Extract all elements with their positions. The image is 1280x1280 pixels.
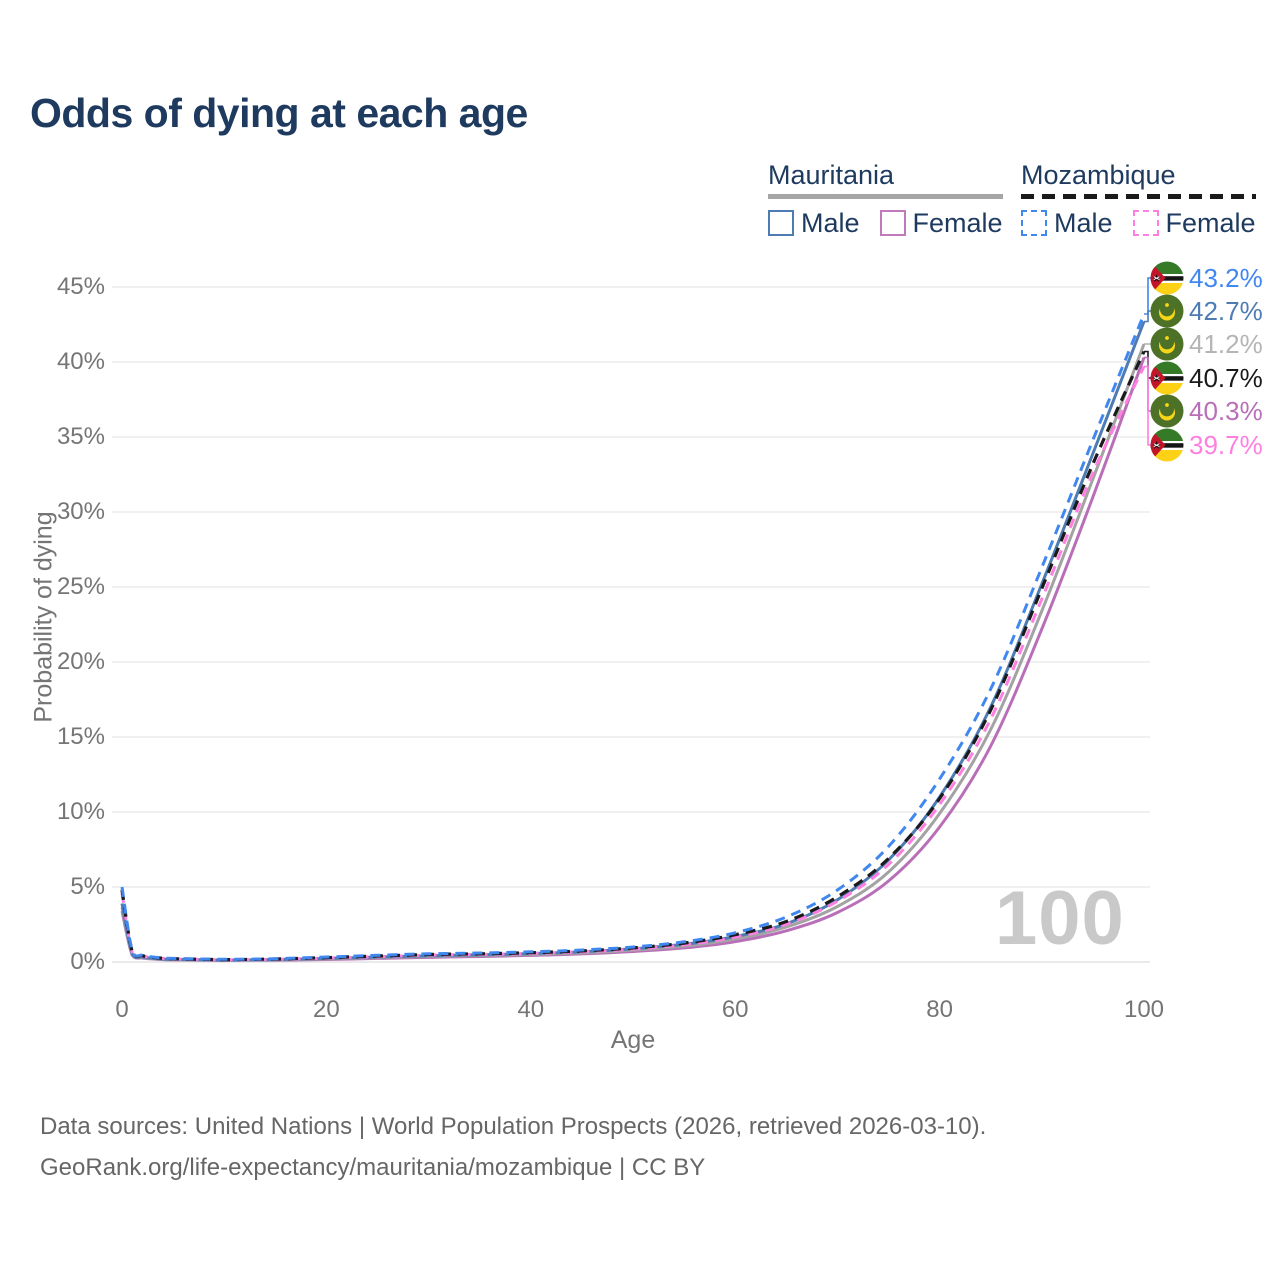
x-tick-label: 60 <box>721 996 749 1023</box>
mauritania-flag-icon <box>1150 294 1184 328</box>
legend-group-mozambique: Mozambique Male Female <box>1021 160 1256 239</box>
end-value-label: 41.2% <box>1189 328 1263 359</box>
y-tick-label: 35% <box>56 423 105 450</box>
mauritania-female-swatch-icon <box>879 210 906 236</box>
end-value-label: 43.2% <box>1189 262 1263 293</box>
x-axis-title: Age <box>610 1026 656 1054</box>
x-tick-label: 80 <box>926 996 953 1023</box>
y-tick-label: 15% <box>56 723 105 750</box>
end-label-row: ★ 39.7% <box>1150 428 1263 462</box>
mauritania-line-style-sample <box>768 194 1003 199</box>
y-tick-label: 5% <box>70 873 105 900</box>
series-line-mauritania-male <box>120 320 1146 962</box>
end-label-row: 42.7% <box>1150 294 1263 328</box>
end-value-label: 39.7% <box>1189 429 1263 460</box>
mauritania-male-swatch-icon <box>768 210 794 236</box>
series-line-mauritania-female <box>120 356 1146 963</box>
end-value-label: 40.3% <box>1189 395 1263 426</box>
data-sources-line1: Data sources: United Nations | World Pop… <box>40 1113 987 1140</box>
end-label-row: ★ 43.2% <box>1150 261 1263 295</box>
x-tick-label: 0 <box>115 996 129 1023</box>
end-label-row: 41.2% <box>1150 327 1263 361</box>
mozambique-flag-icon: ★ <box>1150 361 1184 395</box>
legend-item-mozambique-female[interactable]: Female <box>1132 207 1256 239</box>
y-tick-label: 40% <box>56 348 105 375</box>
mauritania-flag-icon <box>1150 327 1184 361</box>
mozambique-flag-icon: ★ <box>1150 261 1184 295</box>
x-tick-label: 20 <box>313 996 340 1023</box>
mozambique-flag-icon: ★ <box>1150 428 1184 462</box>
legend-label: Male <box>1054 207 1113 238</box>
legend-country-mauritania: Mauritania <box>768 160 895 190</box>
y-tick-label: 25% <box>56 573 105 600</box>
legend-country-mozambique: Mozambique <box>1021 160 1176 190</box>
series-line-mozambique-all <box>120 350 1146 962</box>
legend-label: Female <box>1165 207 1256 238</box>
data-sources: Data sources: United Nations | World Pop… <box>40 1106 986 1188</box>
end-label-row: ★ 40.7% <box>1150 361 1263 395</box>
end-value-label: 42.7% <box>1189 295 1263 326</box>
x-tick-label: 100 <box>1123 996 1165 1023</box>
y-tick-label: 20% <box>56 648 105 675</box>
end-value-label: 40.7% <box>1189 362 1263 393</box>
legend-item-mozambique-male[interactable]: Male <box>1021 208 1113 239</box>
mozambique-line-style-sample <box>1021 194 1256 199</box>
page-title: Odds of dying at each age <box>30 90 528 136</box>
legend-group-mauritania: Mauritania Male Female <box>768 160 1003 239</box>
y-tick-label: 0% <box>70 948 105 975</box>
end-label-row: 40.3% <box>1150 394 1263 428</box>
series-line-mozambique-male <box>120 313 1146 961</box>
mauritania-flag-icon <box>1150 394 1184 428</box>
y-tick-label: 30% <box>56 498 105 525</box>
legend-item-mauritania-male[interactable]: Male <box>768 208 860 239</box>
mozambique-male-swatch-icon <box>1021 210 1047 236</box>
data-sources-line2: GeoRank.org/life-expectancy/mauritania/m… <box>40 1154 706 1181</box>
series-line-mozambique-female <box>120 365 1146 962</box>
age-watermark: 100 <box>995 876 1125 961</box>
legend-label: Male <box>801 207 860 238</box>
mozambique-female-swatch-icon <box>1132 210 1159 236</box>
y-tick-label: 45% <box>56 273 105 300</box>
y-tick-label: 10% <box>56 798 105 825</box>
legend-item-mauritania-female[interactable]: Female <box>879 207 1003 239</box>
legend-label: Female <box>912 207 1003 238</box>
x-tick-label: 40 <box>517 996 545 1023</box>
y-axis-title: Probability of dying <box>29 511 58 723</box>
